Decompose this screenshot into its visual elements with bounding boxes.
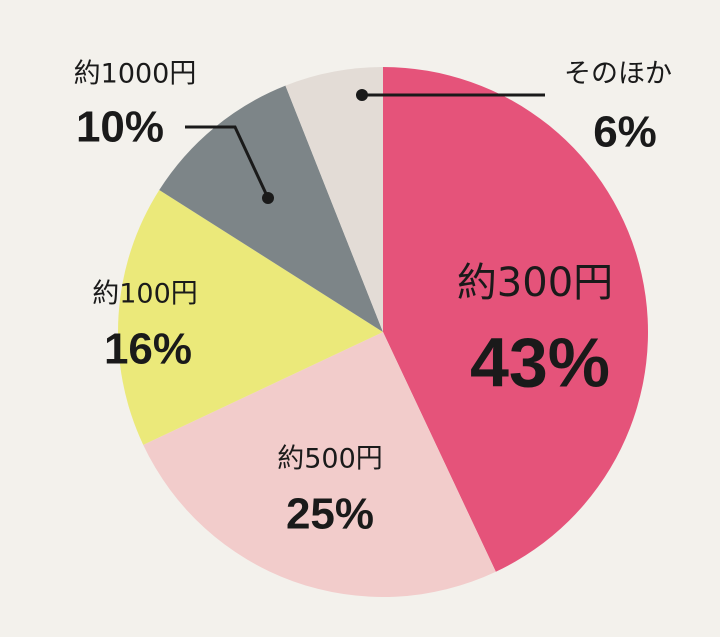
slice-value-label: 43%: [470, 323, 610, 401]
pie-slice: [143, 332, 496, 598]
slice-label: そのほか: [564, 59, 672, 90]
pie-slice: [285, 67, 383, 332]
slice-value-label: 25%: [286, 490, 374, 539]
slice-label: 約1000円: [74, 59, 197, 90]
pie-slice: [383, 67, 648, 572]
pie-slice: [117, 190, 383, 445]
slice-value-label: 10%: [76, 103, 164, 152]
slice-label: 約500円: [277, 444, 383, 475]
leader-dot: [262, 192, 274, 204]
slice-label: 約300円: [457, 260, 613, 306]
slice-label: 約100円: [92, 279, 198, 310]
pie-slice: [159, 85, 383, 333]
slice-value-label: 16%: [104, 325, 192, 374]
leader-line: [185, 125, 270, 199]
leader-dot: [356, 89, 368, 101]
slice-value-label: 6%: [593, 108, 657, 157]
